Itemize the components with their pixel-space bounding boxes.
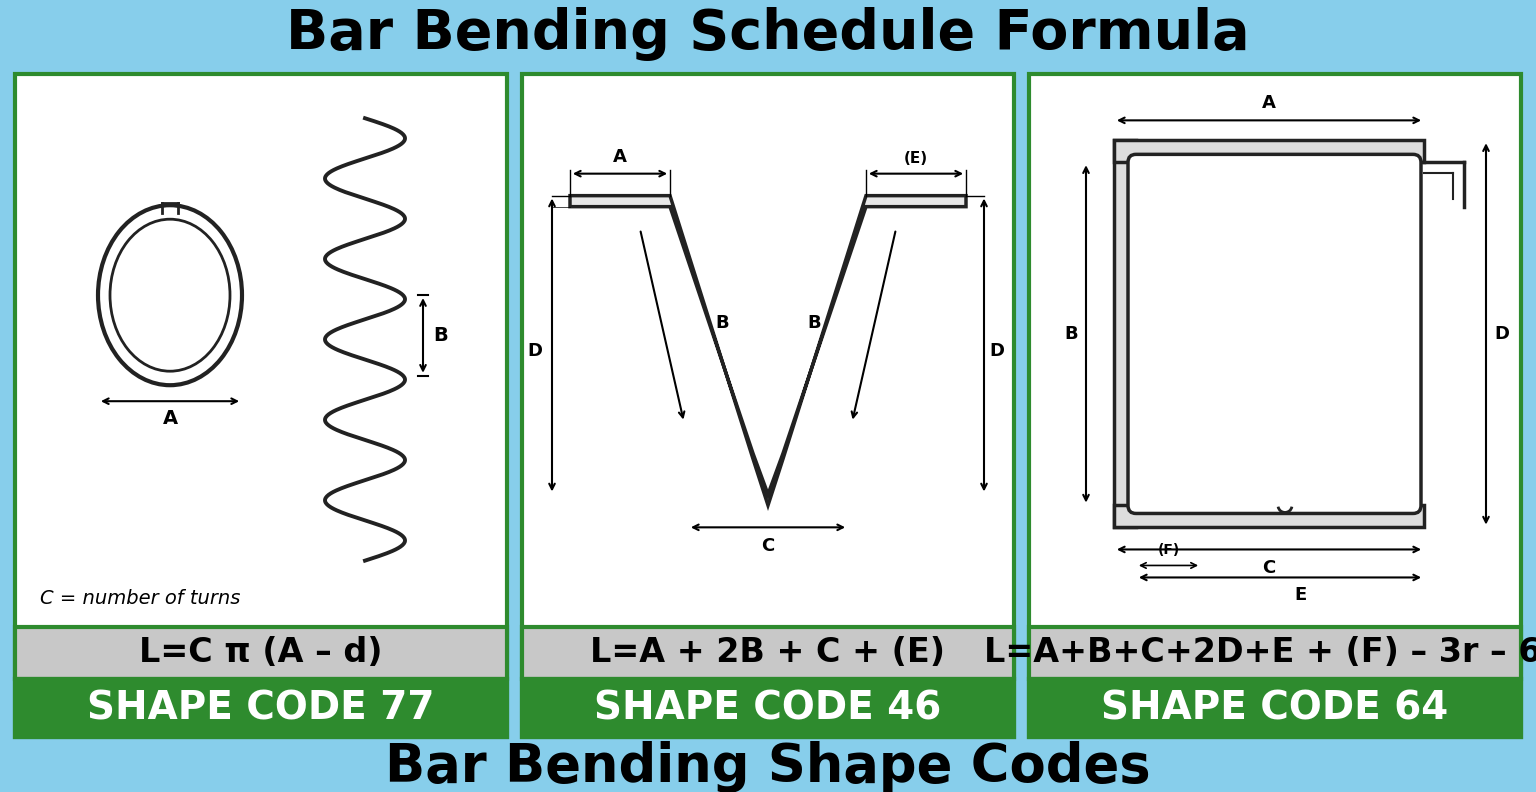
Text: Bar Bending Shape Codes: Bar Bending Shape Codes bbox=[386, 741, 1150, 792]
Bar bbox=[1114, 140, 1137, 527]
Text: L=C π (A – d): L=C π (A – d) bbox=[140, 637, 382, 669]
Polygon shape bbox=[570, 196, 966, 505]
Text: SHAPE CODE 77: SHAPE CODE 77 bbox=[88, 689, 435, 727]
Bar bbox=[1114, 140, 1424, 162]
FancyBboxPatch shape bbox=[1127, 154, 1421, 513]
Bar bbox=[15, 679, 507, 737]
Bar bbox=[522, 679, 1014, 737]
Bar bbox=[1029, 627, 1521, 679]
Text: A: A bbox=[1263, 94, 1276, 112]
Bar bbox=[15, 627, 507, 679]
Text: D: D bbox=[989, 341, 1005, 360]
Bar bbox=[1029, 74, 1521, 737]
Text: B: B bbox=[716, 314, 728, 332]
Text: A: A bbox=[163, 409, 178, 428]
Text: A: A bbox=[613, 147, 627, 166]
Text: C: C bbox=[762, 537, 774, 555]
Text: (F): (F) bbox=[1157, 543, 1180, 558]
Text: SHAPE CODE 64: SHAPE CODE 64 bbox=[1101, 689, 1448, 727]
Bar bbox=[15, 74, 507, 737]
Bar bbox=[1114, 505, 1424, 527]
Text: L=A+B+C+2D+E + (F) – 3r – 6d: L=A+B+C+2D+E + (F) – 3r – 6d bbox=[985, 637, 1536, 669]
Text: L=A + 2B + C + (E): L=A + 2B + C + (E) bbox=[590, 637, 946, 669]
Bar bbox=[1029, 679, 1521, 737]
Text: Bar Bending Schedule Formula: Bar Bending Schedule Formula bbox=[286, 7, 1250, 61]
Text: B: B bbox=[433, 326, 449, 345]
Text: SHAPE CODE 46: SHAPE CODE 46 bbox=[594, 689, 942, 727]
Text: E: E bbox=[1293, 586, 1306, 604]
Text: B: B bbox=[808, 314, 820, 332]
Text: C: C bbox=[1263, 559, 1275, 577]
Text: C = number of turns: C = number of turns bbox=[40, 589, 240, 608]
Text: D: D bbox=[527, 341, 542, 360]
Bar bbox=[522, 74, 1014, 737]
Text: B: B bbox=[1064, 325, 1078, 343]
Text: (E): (E) bbox=[905, 150, 928, 166]
Text: D: D bbox=[1495, 325, 1508, 343]
Bar bbox=[522, 627, 1014, 679]
